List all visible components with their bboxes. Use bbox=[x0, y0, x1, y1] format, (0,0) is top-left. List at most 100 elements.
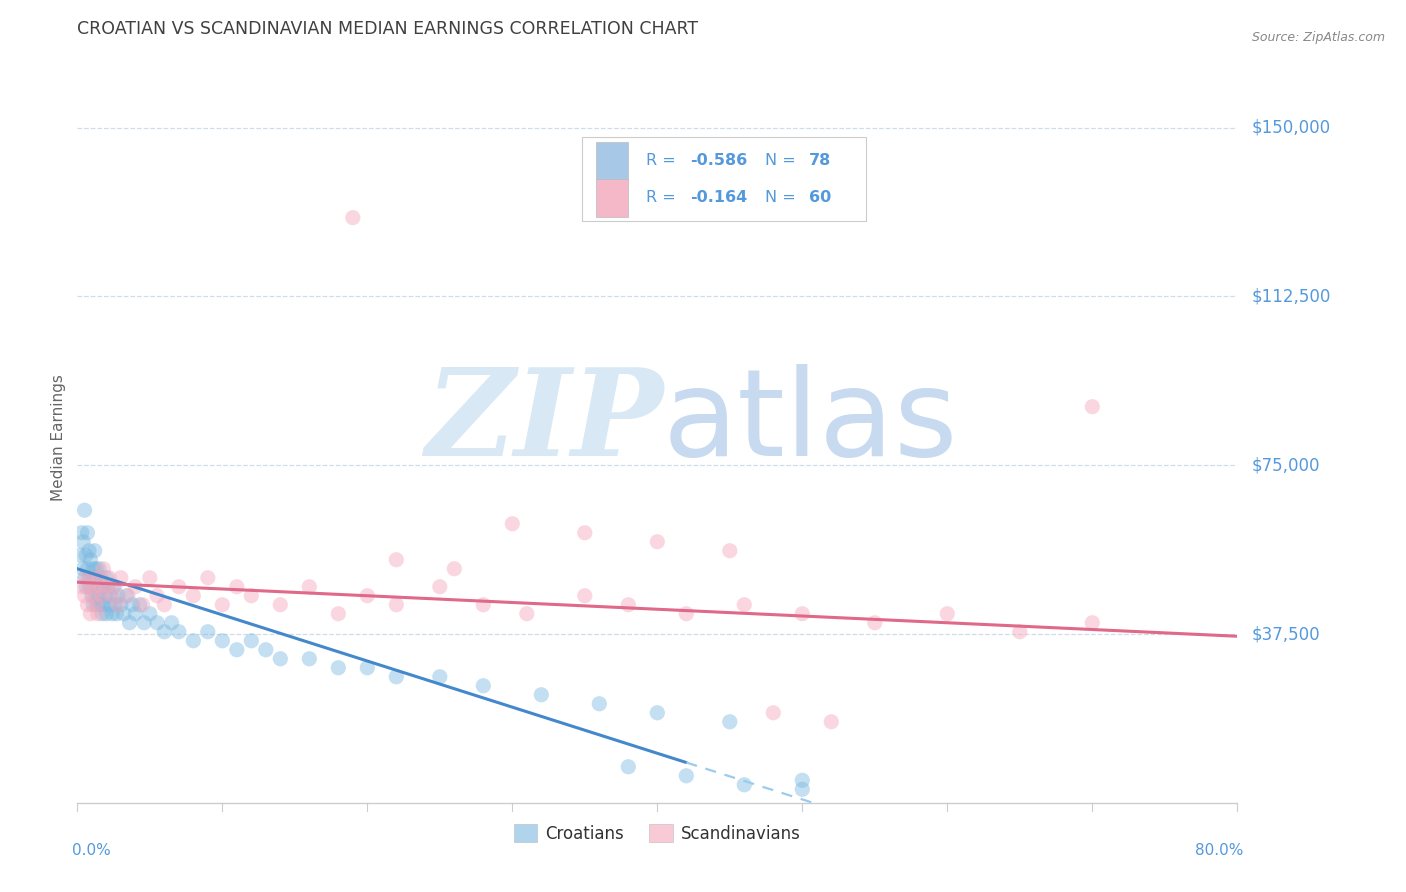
Point bbox=[675, 607, 697, 621]
Point bbox=[86, 580, 108, 594]
Text: atlas: atlas bbox=[664, 364, 959, 481]
Point bbox=[1008, 624, 1031, 639]
Text: -0.164: -0.164 bbox=[690, 190, 747, 205]
Point bbox=[112, 607, 135, 621]
Point bbox=[107, 598, 129, 612]
Text: 60: 60 bbox=[810, 190, 831, 205]
Point bbox=[328, 661, 350, 675]
Point bbox=[70, 580, 93, 594]
Point bbox=[101, 589, 124, 603]
Point bbox=[792, 773, 814, 788]
Point bbox=[118, 615, 141, 630]
Point bbox=[131, 598, 153, 612]
Point bbox=[80, 571, 103, 585]
Point bbox=[733, 778, 755, 792]
Point bbox=[617, 598, 640, 612]
Point bbox=[516, 607, 538, 621]
Point bbox=[574, 589, 596, 603]
Point bbox=[86, 607, 108, 621]
Text: CROATIAN VS SCANDINAVIAN MEDIAN EARNINGS CORRELATION CHART: CROATIAN VS SCANDINAVIAN MEDIAN EARNINGS… bbox=[77, 21, 699, 38]
Point bbox=[105, 607, 128, 621]
Point bbox=[75, 571, 97, 585]
Point bbox=[91, 589, 114, 603]
Point bbox=[91, 580, 114, 594]
Point bbox=[429, 580, 451, 594]
Text: 0.0%: 0.0% bbox=[72, 843, 110, 858]
Point bbox=[82, 562, 104, 576]
Text: $75,000: $75,000 bbox=[1251, 456, 1320, 475]
Point bbox=[792, 782, 814, 797]
Point bbox=[501, 516, 523, 531]
Point bbox=[328, 607, 350, 621]
Point bbox=[84, 589, 107, 603]
Point bbox=[132, 615, 155, 630]
Point bbox=[588, 697, 610, 711]
Point bbox=[80, 589, 103, 603]
Point bbox=[103, 580, 125, 594]
Text: $112,500: $112,500 bbox=[1251, 287, 1330, 305]
Point bbox=[93, 598, 115, 612]
Point bbox=[197, 624, 219, 639]
Point bbox=[211, 598, 233, 612]
Point bbox=[356, 589, 378, 603]
Point bbox=[146, 589, 169, 603]
Point bbox=[160, 615, 183, 630]
Point bbox=[820, 714, 842, 729]
Point bbox=[100, 589, 122, 603]
Point bbox=[472, 598, 495, 612]
Point bbox=[79, 607, 101, 621]
Point bbox=[104, 598, 127, 612]
Point bbox=[647, 706, 669, 720]
Point bbox=[91, 607, 114, 621]
Point bbox=[93, 580, 115, 594]
Bar bbox=[596, 142, 628, 180]
Text: Source: ZipAtlas.com: Source: ZipAtlas.com bbox=[1251, 31, 1385, 45]
Point bbox=[97, 580, 120, 594]
Point bbox=[77, 580, 100, 594]
Point bbox=[139, 571, 162, 585]
Point bbox=[72, 534, 94, 549]
Point bbox=[574, 525, 596, 540]
Point bbox=[762, 706, 785, 720]
Point bbox=[98, 571, 121, 585]
Text: 78: 78 bbox=[810, 153, 831, 169]
Point bbox=[107, 589, 129, 603]
Point bbox=[472, 679, 495, 693]
Point bbox=[167, 580, 190, 594]
Point bbox=[72, 562, 94, 576]
Point bbox=[70, 525, 93, 540]
Point bbox=[443, 562, 465, 576]
Point bbox=[80, 571, 103, 585]
Point bbox=[211, 633, 233, 648]
Point bbox=[76, 562, 98, 576]
Point bbox=[83, 580, 105, 594]
Point bbox=[79, 553, 101, 567]
Point bbox=[269, 652, 291, 666]
Point bbox=[863, 615, 886, 630]
Point bbox=[87, 571, 110, 585]
Point bbox=[1081, 400, 1104, 414]
Text: 80.0%: 80.0% bbox=[1195, 843, 1243, 858]
Point bbox=[83, 571, 105, 585]
Point bbox=[77, 571, 100, 585]
Point bbox=[356, 661, 378, 675]
Point bbox=[96, 571, 118, 585]
Point bbox=[101, 607, 124, 621]
Point bbox=[69, 548, 91, 562]
Point bbox=[225, 580, 247, 594]
Point bbox=[76, 525, 98, 540]
Point bbox=[90, 571, 111, 585]
Point bbox=[153, 624, 176, 639]
Point bbox=[1081, 615, 1104, 630]
Point bbox=[73, 589, 96, 603]
Point bbox=[84, 598, 107, 612]
Text: R =: R = bbox=[645, 190, 681, 205]
Point bbox=[139, 607, 162, 621]
Point bbox=[183, 633, 205, 648]
Text: -0.586: -0.586 bbox=[690, 153, 747, 169]
Point bbox=[240, 589, 263, 603]
Point bbox=[75, 580, 97, 594]
Point bbox=[110, 598, 132, 612]
Point bbox=[718, 543, 741, 558]
Point bbox=[429, 670, 451, 684]
